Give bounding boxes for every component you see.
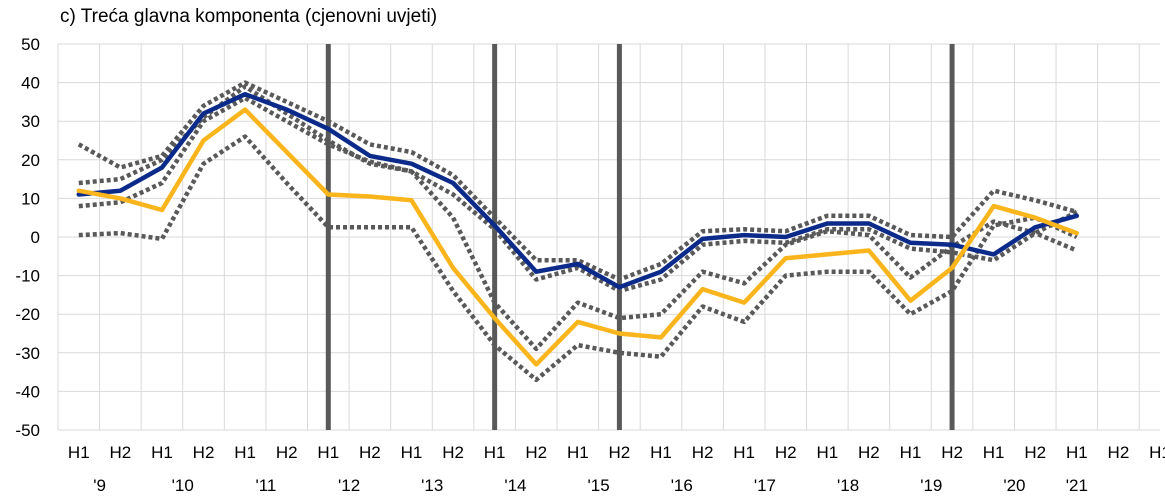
x-tick-half: H1 [733,443,755,462]
band-line [77,80,1078,282]
x-tick-half: H2 [775,443,797,462]
x-tick-half: H1 [151,443,173,462]
x-tick-year: '15 [588,476,610,495]
y-tick-label: 10 [21,189,40,208]
band-line [78,134,1078,383]
x-tick-half: H2 [110,443,132,462]
y-tick-labels: 50 40 30 20 10 0 -10 -20 -30 -40 -50 [15,35,40,440]
x-tick-half: H1 [1066,443,1088,462]
x-tick-year: '9 [93,476,106,495]
x-tick-labels: H1 H2 H1 H2 H1 H2 H1 H2 H1 H2 H1 H2 H1 H2 H1 H2 H1 H2 H1 H2… [68,443,1165,495]
x-tick-half: H1 [567,443,589,462]
y-tick-label: -20 [15,305,40,324]
band-line [78,95,1078,352]
x-tick-half: H2 [941,443,963,462]
x-tick-half: H1 [983,443,1005,462]
x-tick-half: H1 [68,443,90,462]
x-tick-year: '19 [920,476,942,495]
x-tick-year: '16 [671,476,693,495]
x-tick-year: '13 [421,476,443,495]
x-tick-year: '18 [837,476,859,495]
x-tick-half: H1 [650,443,672,462]
x-tick-half: H1 [816,443,838,462]
y-tick-label: 0 [31,228,40,247]
x-tick-year: '17 [754,476,776,495]
x-tick-half: H2 [692,443,714,462]
x-tick-half: H2 [359,443,381,462]
x-tick-half: H2 [442,443,464,462]
x-tick-year: '11 [255,476,276,495]
x-tick-half: H2 [525,443,547,462]
x-tick-half: H2 [1024,443,1046,462]
x-tick-half: H1 [900,443,922,462]
y-tick-label: -50 [15,421,40,440]
band-line [78,84,1078,294]
series-lines [76,80,1080,383]
x-tick-year: '12 [338,476,360,495]
x-tick-year: '14 [504,476,526,495]
chart-title: c) Treća glavna komponenta (cjenovni uvj… [60,6,438,27]
x-tick-half: H2 [193,443,215,462]
y-tick-label: 20 [21,151,40,170]
x-tick-half: H1 [401,443,423,462]
x-tick-half: H1 [484,443,506,462]
x-tick-half: H2 [276,443,298,462]
x-tick-half: H1 [234,443,256,462]
y-tick-label: 50 [21,35,40,54]
x-tick-half: H1 [317,443,339,462]
series-line [76,107,1080,367]
x-tick-half: H1 [1149,443,1165,462]
vertical-markers [325,44,955,430]
x-tick-half: H2 [609,443,631,462]
y-tick-label: 30 [21,112,40,131]
x-tick-year: '21 [1066,476,1088,495]
x-tick-year: '10 [172,476,194,495]
y-tick-label: 40 [21,74,40,93]
y-tick-label: -30 [15,344,40,363]
x-tick-half: H2 [1108,443,1130,462]
y-tick-label: -40 [15,382,40,401]
x-tick-half: H2 [858,443,880,462]
y-tick-label: -10 [15,267,40,286]
series-line [76,91,1080,290]
x-tick-year: '20 [1003,476,1025,495]
